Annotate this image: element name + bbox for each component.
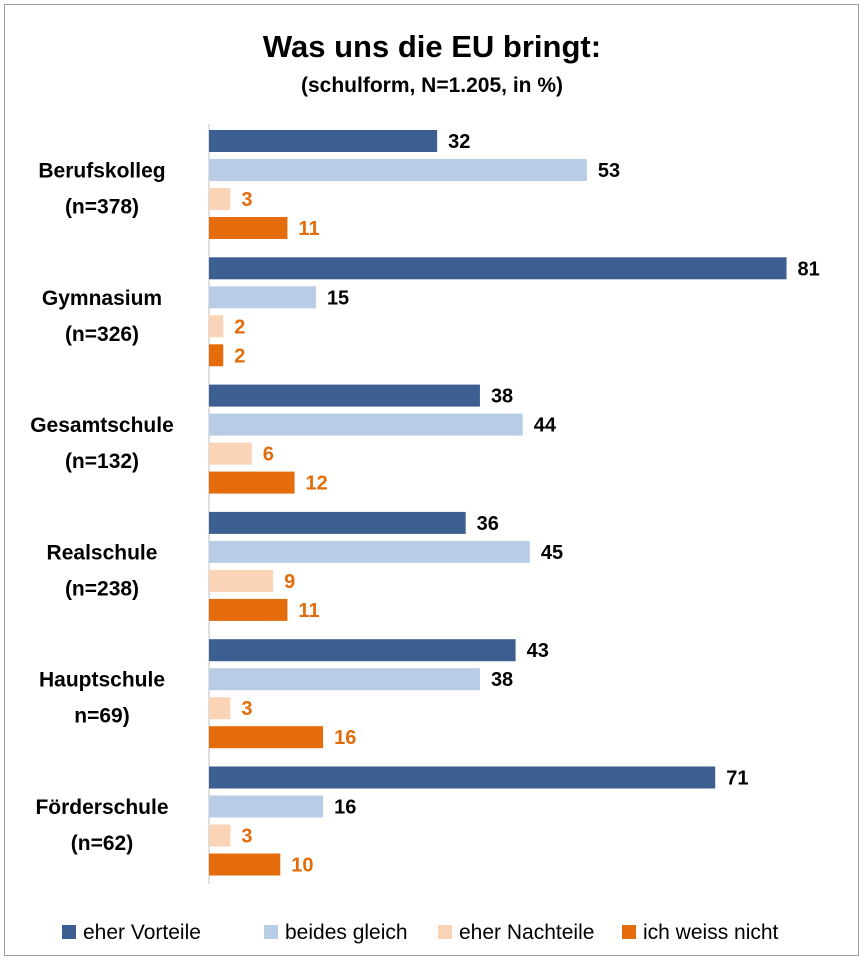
legend-swatch <box>622 925 636 939</box>
legend-entry: eher Vorteile <box>83 921 201 944</box>
bar-beides-gleich <box>209 540 530 563</box>
category-label: Gesamtschule <box>30 414 174 437</box>
bar-beides-gleich <box>209 668 480 691</box>
data-label: 2 <box>234 316 245 338</box>
bar-eher-Vorteile <box>209 384 480 407</box>
data-label: 32 <box>448 131 470 153</box>
category-label: Hauptschule <box>39 669 165 692</box>
chart-title: Was uns die EU bringt: <box>263 29 601 64</box>
data-label: 44 <box>534 415 557 437</box>
bar-eher-Vorteile <box>209 639 516 662</box>
data-label: 12 <box>306 473 328 495</box>
category-sample-size: (n=62) <box>71 832 133 855</box>
category-label: Realschule <box>47 541 158 564</box>
data-label: 16 <box>334 797 356 819</box>
bar-ich-weiss-nicht <box>209 598 288 621</box>
bar-ich-weiss-nicht <box>209 471 295 494</box>
bar-eher-Nachteile <box>209 569 274 592</box>
data-label: 43 <box>527 640 549 662</box>
bar-ich-weiss-nicht <box>209 217 288 239</box>
bar-eher-Vorteile <box>209 130 438 152</box>
data-label: 2 <box>234 345 245 367</box>
bar-beides-gleich <box>209 159 587 181</box>
bar-ich-weiss-nicht <box>209 726 324 749</box>
bar-eher-Nachteile <box>209 315 224 338</box>
data-label: 53 <box>598 160 620 182</box>
bar-eher-Nachteile <box>209 697 231 720</box>
data-label: 10 <box>291 855 313 877</box>
bar-eher-Vorteile <box>209 511 466 534</box>
bar-eher-Nachteile <box>209 824 231 847</box>
legend-entry: beides gleich <box>285 921 408 944</box>
data-label: 3 <box>241 826 252 848</box>
bar-ich-weiss-nicht <box>209 853 281 876</box>
bar-eher-Vorteile <box>209 766 716 789</box>
bar-beides-gleich <box>209 413 523 436</box>
data-label: 15 <box>327 287 349 309</box>
category-label: Berufskolleg <box>38 160 165 183</box>
category-sample-size: (n=132) <box>65 450 139 473</box>
data-label: 11 <box>298 600 319 622</box>
data-label: 81 <box>798 258 820 280</box>
bar-ich-weiss-nicht <box>209 344 224 367</box>
legend-swatch <box>438 925 452 939</box>
legend-swatch <box>62 925 76 939</box>
bar-eher-Nachteile <box>209 188 231 210</box>
chart-subtitle: (schulform, N=1.205, in %) <box>301 74 563 97</box>
data-label: 36 <box>477 513 499 535</box>
bar-eher-Nachteile <box>209 442 252 465</box>
legend-entry: eher Nachteile <box>459 921 594 944</box>
data-label: 6 <box>263 444 274 466</box>
data-label: 11 <box>298 218 319 240</box>
legend-swatch <box>264 925 278 939</box>
category-sample-size: (n=378) <box>65 196 139 219</box>
legend-entry: ich weiss nicht <box>643 921 779 944</box>
data-label: 45 <box>541 542 563 564</box>
data-label: 9 <box>284 571 295 593</box>
category-sample-size: (n=238) <box>65 577 139 600</box>
category-label: Gymnasium <box>42 287 162 310</box>
bar-eher-Vorteile <box>209 257 787 280</box>
category-sample-size: n=69) <box>74 705 129 728</box>
data-label: 16 <box>334 727 356 749</box>
data-label: 38 <box>491 386 513 408</box>
category-sample-size: (n=326) <box>65 323 139 346</box>
bar-beides-gleich <box>209 795 324 818</box>
data-label: 3 <box>241 189 252 211</box>
bar-beides-gleich <box>209 286 316 309</box>
category-label: Förderschule <box>35 796 168 819</box>
data-label: 38 <box>491 669 513 691</box>
data-label: 71 <box>726 768 748 790</box>
data-label: 3 <box>241 698 252 720</box>
